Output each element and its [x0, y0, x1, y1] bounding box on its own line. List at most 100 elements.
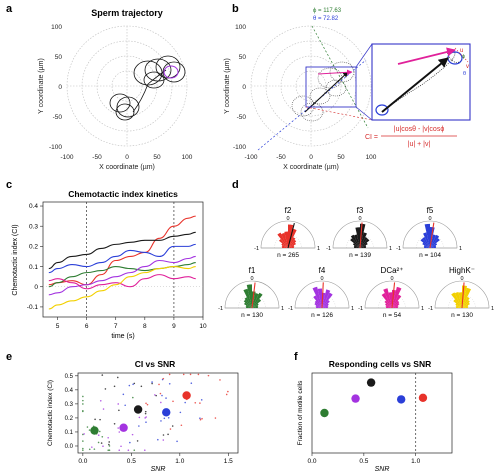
- inset-vector-v: [397, 47, 456, 65]
- y-tick-a: -50: [53, 114, 63, 121]
- x-axis-label-c: time (s): [111, 333, 134, 340]
- cell-point-e: [82, 447, 84, 450]
- cell-point-e: [159, 392, 162, 395]
- x-tick-label-f: 1.0: [411, 458, 420, 465]
- rose-mean-direction: [461, 282, 465, 309]
- trajectory-loops-a: [109, 55, 186, 121]
- inset-label-v: v: [466, 64, 469, 70]
- cell-point-e: [118, 449, 121, 451]
- rose-wedge: [252, 293, 259, 308]
- cell-point-e: [184, 401, 186, 404]
- cell-point-e: [108, 449, 111, 451]
- panel-a: a Sperm trajectory -100 -50 0 50: [6, 3, 193, 171]
- y-tick-label-e: 0.4: [65, 388, 74, 394]
- x-tick-a: -50: [92, 154, 102, 161]
- cell-point-e: [161, 394, 163, 397]
- rose-wedge: [282, 246, 288, 248]
- cell-point-e: [199, 418, 202, 421]
- rose-wedge: [284, 231, 288, 248]
- cell-point-e: [189, 373, 192, 376]
- axis-a: -100 -50 0 50 100 100 50 0 -50 -100 X co…: [38, 24, 193, 171]
- x-tick-b: 100: [366, 154, 377, 161]
- x-tick-label-c: 8: [143, 323, 147, 330]
- inset-loop: [375, 104, 389, 116]
- highlight-loop-a: [163, 65, 179, 79]
- rose-wedge: [423, 232, 430, 248]
- rose-wedge: [354, 246, 360, 248]
- y-axis-label-b: Y coordinate (µm): [224, 58, 231, 114]
- cell-point-e: [83, 433, 85, 435]
- cell-point-e: [82, 403, 84, 405]
- rose-wedge: [360, 242, 368, 248]
- phi-annotation-b: ϕ = 117.63: [313, 8, 342, 14]
- rose-wedge: [422, 236, 430, 248]
- cell-point-e: [162, 377, 165, 380]
- cell-point-e: [180, 424, 183, 427]
- rose-wedge: [430, 234, 437, 248]
- rose-zero-label: 0: [358, 216, 361, 222]
- cell-point-e: [108, 441, 111, 443]
- rose-wedge: [385, 303, 392, 308]
- rose-wedge: [243, 299, 252, 308]
- series-line-c: [48, 215, 196, 286]
- y-tick-a: 0: [58, 84, 62, 91]
- rose-name: f2: [285, 206, 292, 215]
- rose-wedge: [360, 237, 368, 248]
- rose-name: HighK⁻: [449, 266, 475, 275]
- rose-wedge: [430, 243, 438, 248]
- cell-point-e: [179, 411, 182, 414]
- x-tick-label-e: 0.5: [127, 458, 136, 465]
- panel-b: b ϕ = 117.63 θ = 72.82 -100 -50: [224, 3, 471, 171]
- inset-vector-u: [381, 57, 449, 113]
- rose-wedge: [278, 238, 288, 248]
- panel-f: f Responding cells vs SNR 0.0 0.5 1.0 SNR …: [294, 351, 453, 473]
- rose-wedge: [462, 306, 468, 308]
- rose-minus-one: -1: [288, 306, 293, 312]
- panel-c: c Chemotactic index kinetics 5 6 7 8 9 10 -0.1…: [6, 179, 207, 340]
- cell-point-e: [144, 410, 147, 413]
- cell-point-e: [157, 438, 159, 441]
- rose-grid: [448, 294, 476, 309]
- y-tick-a: -100: [49, 144, 62, 151]
- panel-e: e CI vs SNR 0.0 0.5 1.0 1.50.00.10.20.30.40…: [6, 351, 239, 473]
- cell-point-e: [102, 445, 104, 448]
- cell-point-e: [133, 449, 136, 451]
- inset-label-u: u: [460, 48, 463, 54]
- panel-letter-c: c: [6, 179, 12, 191]
- rose-wedge: [313, 295, 322, 308]
- cell-point-e: [127, 449, 130, 451]
- rose-wedge: [423, 245, 430, 248]
- inset-label-phi: ϕ: [462, 54, 465, 60]
- y-tick-b: 100: [235, 24, 246, 31]
- zoom-connector-b: [355, 106, 373, 121]
- cell-point-e: [145, 402, 147, 405]
- cell-point-e: [151, 382, 153, 385]
- rose-wedge: [451, 292, 462, 308]
- cell-point-e: [162, 439, 165, 441]
- rose-plot-f3: -1 1 0f3 n = 139: [326, 206, 392, 259]
- cell-point-e: [129, 441, 131, 444]
- rose-grid: [416, 234, 444, 249]
- cell-point-e: [117, 403, 120, 405]
- rose-plot-f4: -1 1 0f4 n = 126: [288, 266, 354, 319]
- cell-point-e: [94, 418, 96, 421]
- cell-point-e: [118, 409, 120, 412]
- cell-point-e: [160, 401, 162, 404]
- rose-plot-f1: -1 1 0f1 n = 130: [218, 266, 284, 319]
- rose-wedge: [288, 239, 297, 248]
- cell-point-e: [168, 373, 171, 376]
- rose-plot-f5: -1 1 0f5 n = 104: [396, 206, 462, 259]
- rose-zero-label: 0: [460, 276, 463, 282]
- cell-point-e: [117, 427, 119, 429]
- cell-point-e: [88, 429, 91, 431]
- reference-lines-c: [43, 202, 203, 317]
- cell-point-e: [99, 399, 102, 402]
- rose-wedge: [430, 245, 437, 248]
- rose-wedge: [314, 302, 322, 308]
- rose-minus-one: -1: [218, 306, 223, 312]
- cell-point-e: [116, 376, 119, 379]
- rose-mean-direction: [321, 282, 324, 309]
